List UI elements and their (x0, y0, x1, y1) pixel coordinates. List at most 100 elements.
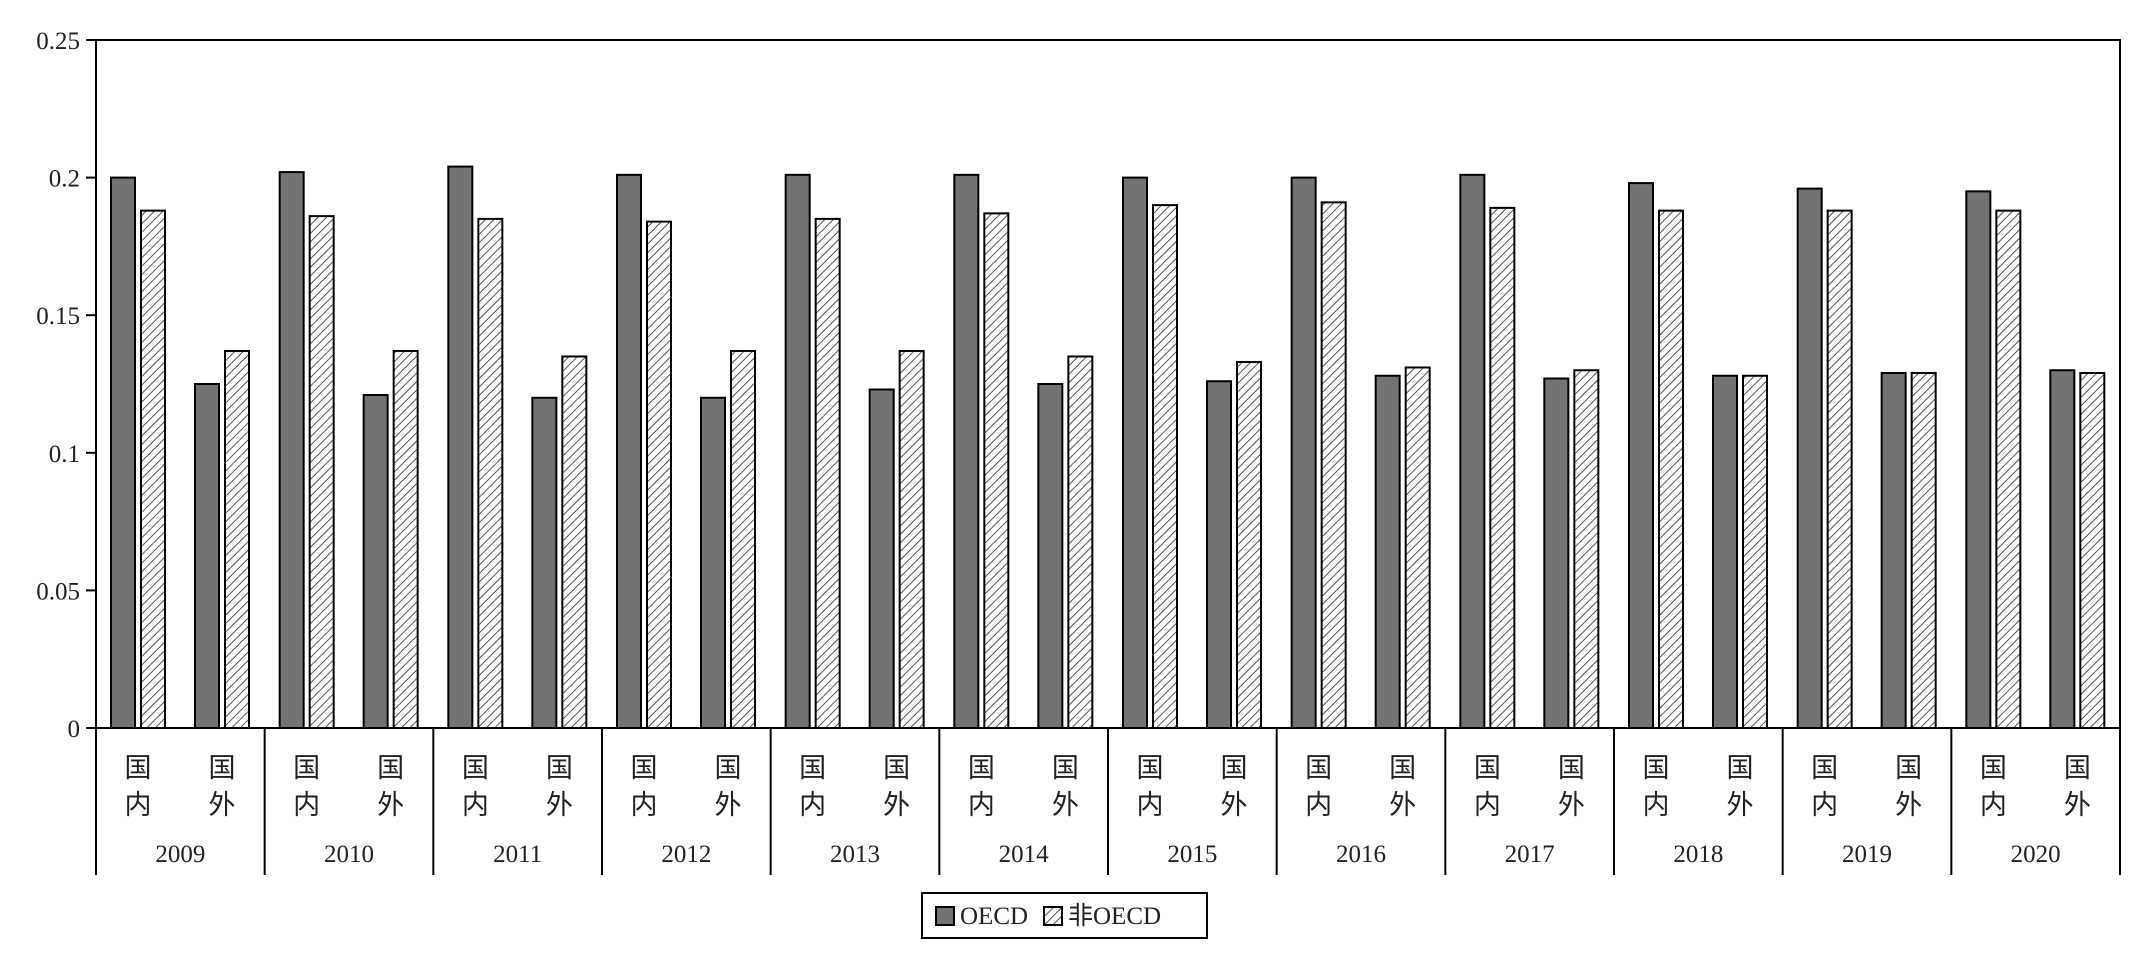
legend-swatch-非OECD (1043, 906, 1063, 926)
bar-2011-国外-OECD (531, 396, 558, 729)
x-subcat-label-top: 国 (1643, 753, 1670, 783)
x-subcat-label-top: 国 (293, 753, 320, 783)
x-subcat-label-top: 国 (1474, 753, 1501, 783)
bar-2012-国外-OECD (700, 396, 726, 729)
bar-2009-国内-非OECD (140, 209, 166, 729)
bar-2015-国内-非OECD (1152, 204, 1178, 729)
bar-2009-国内-OECD (110, 176, 136, 730)
bar-2009-国外-OECD (194, 383, 220, 729)
x-subcat-label-bottom: 外 (883, 790, 910, 820)
x-subcat-label-bottom: 内 (1137, 790, 1164, 820)
x-subcat-label-top: 国 (883, 753, 910, 783)
x-subcat-label-top: 国 (1558, 753, 1585, 783)
x-subcat-label-bottom: 外 (715, 790, 742, 820)
x-subcat-label-bottom: 内 (293, 790, 320, 820)
bar-2013-国外-OECD (868, 388, 895, 729)
bar-2010-国内-非OECD (308, 215, 335, 730)
x-subcat-label-top: 国 (1305, 753, 1332, 783)
bar-2011-国外-非OECD (561, 355, 588, 729)
y-tick-label: 0 (68, 716, 81, 743)
x-subcat-label-top: 国 (799, 753, 826, 783)
bar-2019-国内-非OECD (1826, 209, 1853, 729)
x-subcat-label-bottom: 内 (1811, 790, 1838, 820)
x-subcat-label-top: 国 (1221, 753, 1248, 783)
bar-2010-国外-非OECD (392, 349, 419, 729)
legend-box (921, 892, 1208, 939)
x-subcat-label-top: 国 (1727, 753, 1754, 783)
bar-2019-国内-OECD (1796, 187, 1823, 730)
bar-2020-国内-OECD (1965, 190, 1992, 730)
x-subcat-label-top: 国 (377, 753, 404, 783)
bar-2012-国外-非OECD (730, 349, 756, 729)
x-subcat-label-bottom: 内 (1305, 790, 1332, 820)
x-subcat-label-bottom: 内 (462, 790, 489, 820)
x-year-label: 2009 (155, 841, 205, 868)
x-subcat-label-bottom: 外 (1895, 790, 1922, 820)
x-year-label: 2016 (1336, 841, 1386, 868)
x-year-label: 2014 (999, 841, 1050, 868)
legend-label-非OECD: 非OECD (1068, 902, 1161, 930)
x-year-label: 2015 (1167, 841, 1217, 868)
bar-2018-国外-非OECD (1742, 374, 1768, 729)
bar-2013-国内-非OECD (814, 217, 841, 729)
bar-2016-国内-非OECD (1320, 201, 1347, 730)
x-subcat-label-bottom: 外 (1558, 790, 1585, 820)
bar-2015-国外-OECD (1206, 380, 1232, 729)
legend-label-OECD: OECD (960, 903, 1028, 930)
x-subcat-label-top: 国 (1389, 753, 1416, 783)
x-subcat-label-top: 国 (1980, 753, 2007, 783)
x-subcat-label-top: 国 (546, 753, 573, 783)
bar-2013-国外-非OECD (898, 349, 925, 729)
x-subcat-label-top: 国 (1895, 753, 1922, 783)
x-subcat-label-bottom: 内 (125, 790, 152, 820)
x-year-label: 2013 (830, 841, 880, 868)
x-subcat-label-top: 国 (715, 753, 742, 783)
x-year-label: 2018 (1673, 841, 1723, 868)
bar-2010-国内-OECD (278, 171, 305, 729)
y-tick-label: 0.2 (49, 166, 80, 193)
x-subcat-label-bottom: 外 (1389, 790, 1416, 820)
x-subcat-label-top: 国 (1137, 753, 1164, 783)
bar-2012-国内-非OECD (646, 220, 672, 730)
x-subcat-label-bottom: 外 (1221, 790, 1248, 820)
bar-2015-国外-非OECD (1236, 360, 1262, 729)
bars (110, 165, 2106, 730)
bar-2018-国内-OECD (1628, 182, 1654, 729)
x-year-label: 2017 (1505, 841, 1555, 868)
bar-2019-国外-OECD (1880, 371, 1907, 729)
x-subcat-label-top: 国 (462, 753, 489, 783)
bar-2017-国内-OECD (1459, 173, 1486, 729)
x-subcat-label-bottom: 内 (631, 790, 658, 820)
x-year-label: 2020 (2011, 841, 2061, 868)
y-tick-label: 0.05 (36, 578, 80, 605)
bar-2009-国外-非OECD (224, 349, 250, 729)
bar-2016-国外-OECD (1374, 374, 1401, 729)
bar-2016-国外-非OECD (1404, 366, 1431, 729)
bar-2018-国内-非OECD (1658, 209, 1684, 729)
bar-2014-国内-非OECD (983, 212, 1010, 730)
bar-2017-国外-OECD (1543, 377, 1570, 729)
x-subcat-label-top: 国 (968, 753, 995, 783)
bar-2020-国外-OECD (2049, 369, 2076, 729)
x-subcat-label-bottom: 外 (546, 790, 573, 820)
x-subcat-label-top: 国 (125, 753, 152, 783)
bar-2013-国内-OECD (784, 173, 811, 729)
x-year-label: 2011 (493, 841, 542, 868)
x-subcat-label-bottom: 内 (799, 790, 826, 820)
y-tick-label: 0.1 (49, 441, 80, 468)
x-subcat-label-bottom: 外 (377, 790, 404, 820)
bar-2014-国外-非OECD (1067, 355, 1094, 729)
bar-2011-国内-OECD (447, 165, 474, 730)
bar-2020-国内-非OECD (1995, 209, 2022, 729)
x-subcat-label-bottom: 外 (1052, 790, 1079, 820)
bar-2012-国内-OECD (616, 173, 642, 729)
legend: OECD 非OECD (921, 892, 1208, 939)
legend-swatch-OECD (935, 906, 955, 926)
bar-2016-国内-OECD (1290, 176, 1317, 730)
bar-2011-国内-非OECD (477, 217, 504, 729)
bar-2017-国内-非OECD (1489, 206, 1516, 729)
x-subcat-label-top: 国 (209, 753, 236, 783)
x-year-label: 2010 (324, 841, 374, 868)
